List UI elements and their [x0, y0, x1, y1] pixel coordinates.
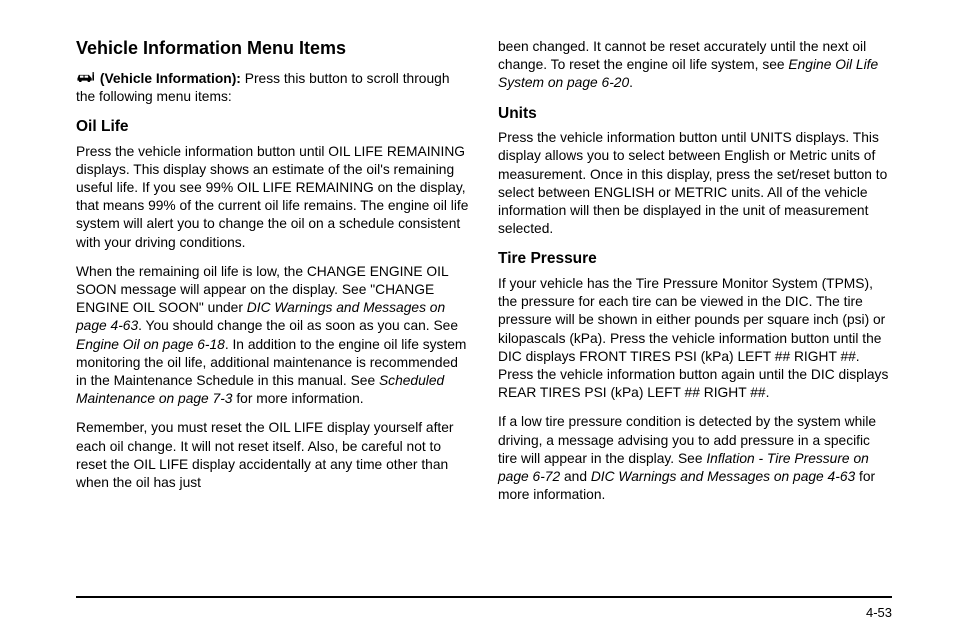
left-column: Vehicle Information Menu Items (Vehicle …: [76, 38, 470, 608]
tire-pressure-heading: Tire Pressure: [498, 250, 892, 269]
icon-label: (Vehicle Information):: [100, 71, 241, 86]
vehicle-info-icon: [76, 71, 96, 83]
right-column: been changed. It cannot be reset accurat…: [498, 38, 892, 608]
text-run: for more information.: [232, 391, 363, 406]
text-run: .: [629, 75, 633, 90]
oil-life-p3: Remember, you must reset the OIL LIFE di…: [76, 419, 470, 492]
xref-engine-oil: Engine Oil on page 6-18: [76, 337, 225, 352]
tire-pressure-p2: If a low tire pressure condition is dete…: [498, 413, 892, 504]
page-content: Vehicle Information Menu Items (Vehicle …: [0, 0, 954, 638]
units-p1: Press the vehicle information button unt…: [498, 129, 892, 238]
section-title: Vehicle Information Menu Items: [76, 38, 470, 60]
oil-life-p1: Press the vehicle information button unt…: [76, 143, 470, 252]
oil-life-p2: When the remaining oil life is low, the …: [76, 263, 470, 409]
text-run: and: [560, 469, 591, 484]
tire-pressure-p1: If your vehicle has the Tire Pressure Mo…: [498, 275, 892, 402]
units-heading: Units: [498, 105, 892, 124]
oil-life-continuation: been changed. It cannot be reset accurat…: [498, 38, 892, 93]
text-run: . You should change the oil as soon as y…: [138, 318, 458, 333]
vehicle-info-intro: (Vehicle Information): Press this button…: [76, 70, 470, 106]
oil-life-heading: Oil Life: [76, 118, 470, 137]
footer-rule: [76, 596, 892, 598]
page-number: 4-53: [866, 605, 892, 620]
xref-dic-warnings-2: DIC Warnings and Messages on page 4-63: [591, 469, 855, 484]
